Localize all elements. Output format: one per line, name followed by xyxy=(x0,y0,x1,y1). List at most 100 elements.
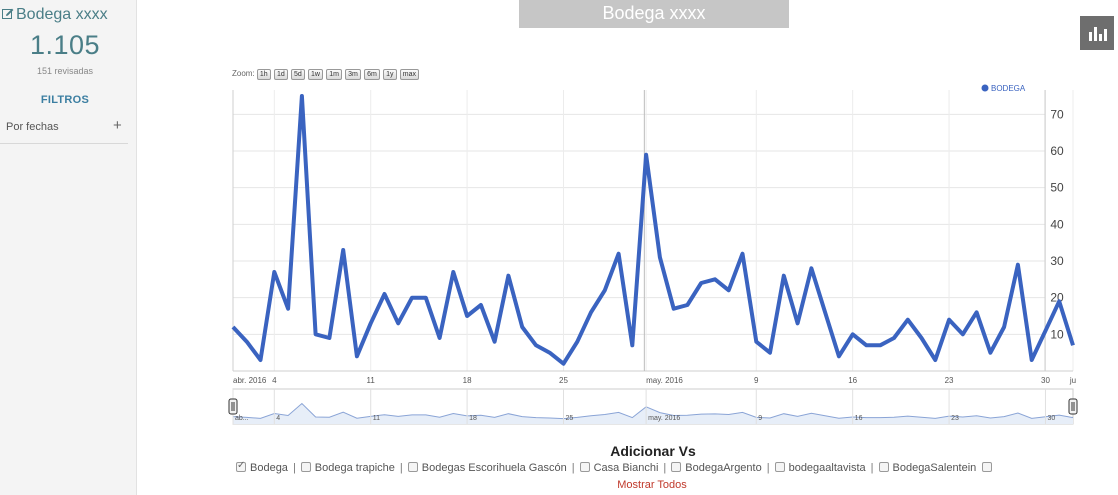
zoom-button-3m[interactable]: 3m xyxy=(345,69,361,80)
data-point[interactable] xyxy=(878,343,883,348)
data-point[interactable] xyxy=(547,350,552,355)
navigator-handle-left[interactable] xyxy=(228,398,238,415)
data-point[interactable] xyxy=(740,251,745,256)
data-point[interactable] xyxy=(382,292,387,297)
navigator-handle-right[interactable] xyxy=(1068,398,1078,415)
compare-item[interactable]: Bodega xyxy=(236,460,288,474)
data-point[interactable] xyxy=(478,303,483,308)
edit-icon[interactable] xyxy=(2,8,14,20)
data-point[interactable] xyxy=(299,94,304,99)
data-point[interactable] xyxy=(410,295,415,300)
data-point[interactable] xyxy=(313,332,318,337)
data-point[interactable] xyxy=(1029,358,1034,363)
data-point[interactable] xyxy=(423,295,428,300)
zoom-button-max[interactable]: max xyxy=(399,69,419,80)
data-point[interactable] xyxy=(589,310,594,315)
data-point[interactable] xyxy=(1002,325,1007,330)
show-all-link[interactable]: Mostrar Todos xyxy=(617,479,687,491)
data-point[interactable] xyxy=(575,339,580,344)
compare-checkbox[interactable] xyxy=(878,462,889,472)
data-point[interactable] xyxy=(685,303,690,308)
data-point[interactable] xyxy=(657,255,662,260)
data-point[interactable] xyxy=(341,248,346,253)
compare-item[interactable]: Casa Bianchi xyxy=(579,462,658,474)
data-point[interactable] xyxy=(272,270,277,275)
data-point[interactable] xyxy=(437,336,442,341)
zoom-button-1w[interactable]: 1w xyxy=(308,69,323,80)
compare-item[interactable]: Bodega trapiche xyxy=(300,462,395,474)
data-point[interactable] xyxy=(231,325,236,330)
data-point[interactable] xyxy=(630,343,635,348)
data-point[interactable] xyxy=(726,288,731,293)
date-filter-label: Por fechas xyxy=(6,121,59,133)
data-point[interactable] xyxy=(699,281,704,286)
compare-item[interactable]: BodegaSalentein xyxy=(878,462,976,474)
date-filter[interactable]: Por fechas + xyxy=(0,116,128,144)
data-point[interactable] xyxy=(974,310,979,315)
compare-checkbox[interactable] xyxy=(300,462,311,472)
data-point[interactable] xyxy=(960,332,965,337)
compare-checkbox[interactable] xyxy=(671,462,682,472)
data-point[interactable] xyxy=(451,270,456,275)
zoom-button-1y[interactable]: 1y xyxy=(383,69,397,80)
expand-plus-icon[interactable]: + xyxy=(113,117,122,134)
navigator-tick-label: 30 xyxy=(1047,415,1055,422)
data-point[interactable] xyxy=(1071,343,1076,348)
compare-checkbox[interactable] xyxy=(407,462,418,472)
compare-checkbox[interactable] xyxy=(236,460,246,472)
data-point[interactable] xyxy=(768,350,773,355)
data-point[interactable] xyxy=(616,251,621,256)
data-point[interactable] xyxy=(823,310,828,315)
zoom-button-6m[interactable]: 6m xyxy=(364,69,380,80)
x-tick-label: 11 xyxy=(367,376,376,385)
data-point[interactable] xyxy=(1043,328,1048,333)
sidebar-title[interactable]: Bodega xxxx xyxy=(0,6,137,24)
data-point[interactable] xyxy=(905,317,910,322)
data-point[interactable] xyxy=(492,339,497,344)
data-point[interactable] xyxy=(947,317,952,322)
compare-item[interactable]: bodegaaltavista xyxy=(774,462,866,474)
data-point[interactable] xyxy=(836,354,841,359)
series-line[interactable] xyxy=(231,94,1075,366)
zoom-button-5d[interactable]: 5d xyxy=(290,69,305,80)
chart-export-button[interactable] xyxy=(1080,16,1114,50)
data-point[interactable] xyxy=(506,273,511,278)
data-point[interactable] xyxy=(368,321,373,326)
data-point[interactable] xyxy=(602,288,607,293)
data-point[interactable] xyxy=(354,354,359,359)
data-point[interactable] xyxy=(244,339,249,344)
zoom-button-1d[interactable]: 1d xyxy=(273,69,288,80)
data-point[interactable] xyxy=(850,332,855,337)
data-point[interactable] xyxy=(754,339,759,344)
compare-item[interactable]: BodegaArgento xyxy=(671,462,762,474)
data-point[interactable] xyxy=(933,358,938,363)
data-point[interactable] xyxy=(781,273,786,278)
compare-checkbox[interactable] xyxy=(982,462,993,472)
data-point[interactable] xyxy=(988,350,993,355)
data-point[interactable] xyxy=(396,321,401,326)
data-point[interactable] xyxy=(258,358,263,363)
compare-checkbox[interactable] xyxy=(774,462,785,472)
data-point[interactable] xyxy=(1015,262,1020,267)
data-point[interactable] xyxy=(533,343,538,348)
zoom-button-1m[interactable]: 1m xyxy=(326,69,342,80)
compare-item[interactable]: Bodegas Escorihuela Gascón xyxy=(407,462,567,474)
data-point[interactable] xyxy=(286,306,291,311)
data-point[interactable] xyxy=(671,306,676,311)
data-point[interactable] xyxy=(712,277,717,282)
zoom-button-1h[interactable]: 1h xyxy=(256,69,271,80)
data-point[interactable] xyxy=(864,343,869,348)
data-point[interactable] xyxy=(327,336,332,341)
data-point[interactable] xyxy=(795,321,800,326)
data-point[interactable] xyxy=(891,336,896,341)
data-point[interactable] xyxy=(644,152,649,157)
data-point[interactable] xyxy=(520,325,525,330)
review-count: 1.105 xyxy=(29,30,101,60)
data-point[interactable] xyxy=(561,361,566,366)
data-point[interactable] xyxy=(809,266,814,271)
compare-checkbox[interactable] xyxy=(579,462,590,472)
data-point[interactable] xyxy=(1057,299,1062,304)
data-point[interactable] xyxy=(465,314,470,319)
data-point[interactable] xyxy=(919,336,924,341)
